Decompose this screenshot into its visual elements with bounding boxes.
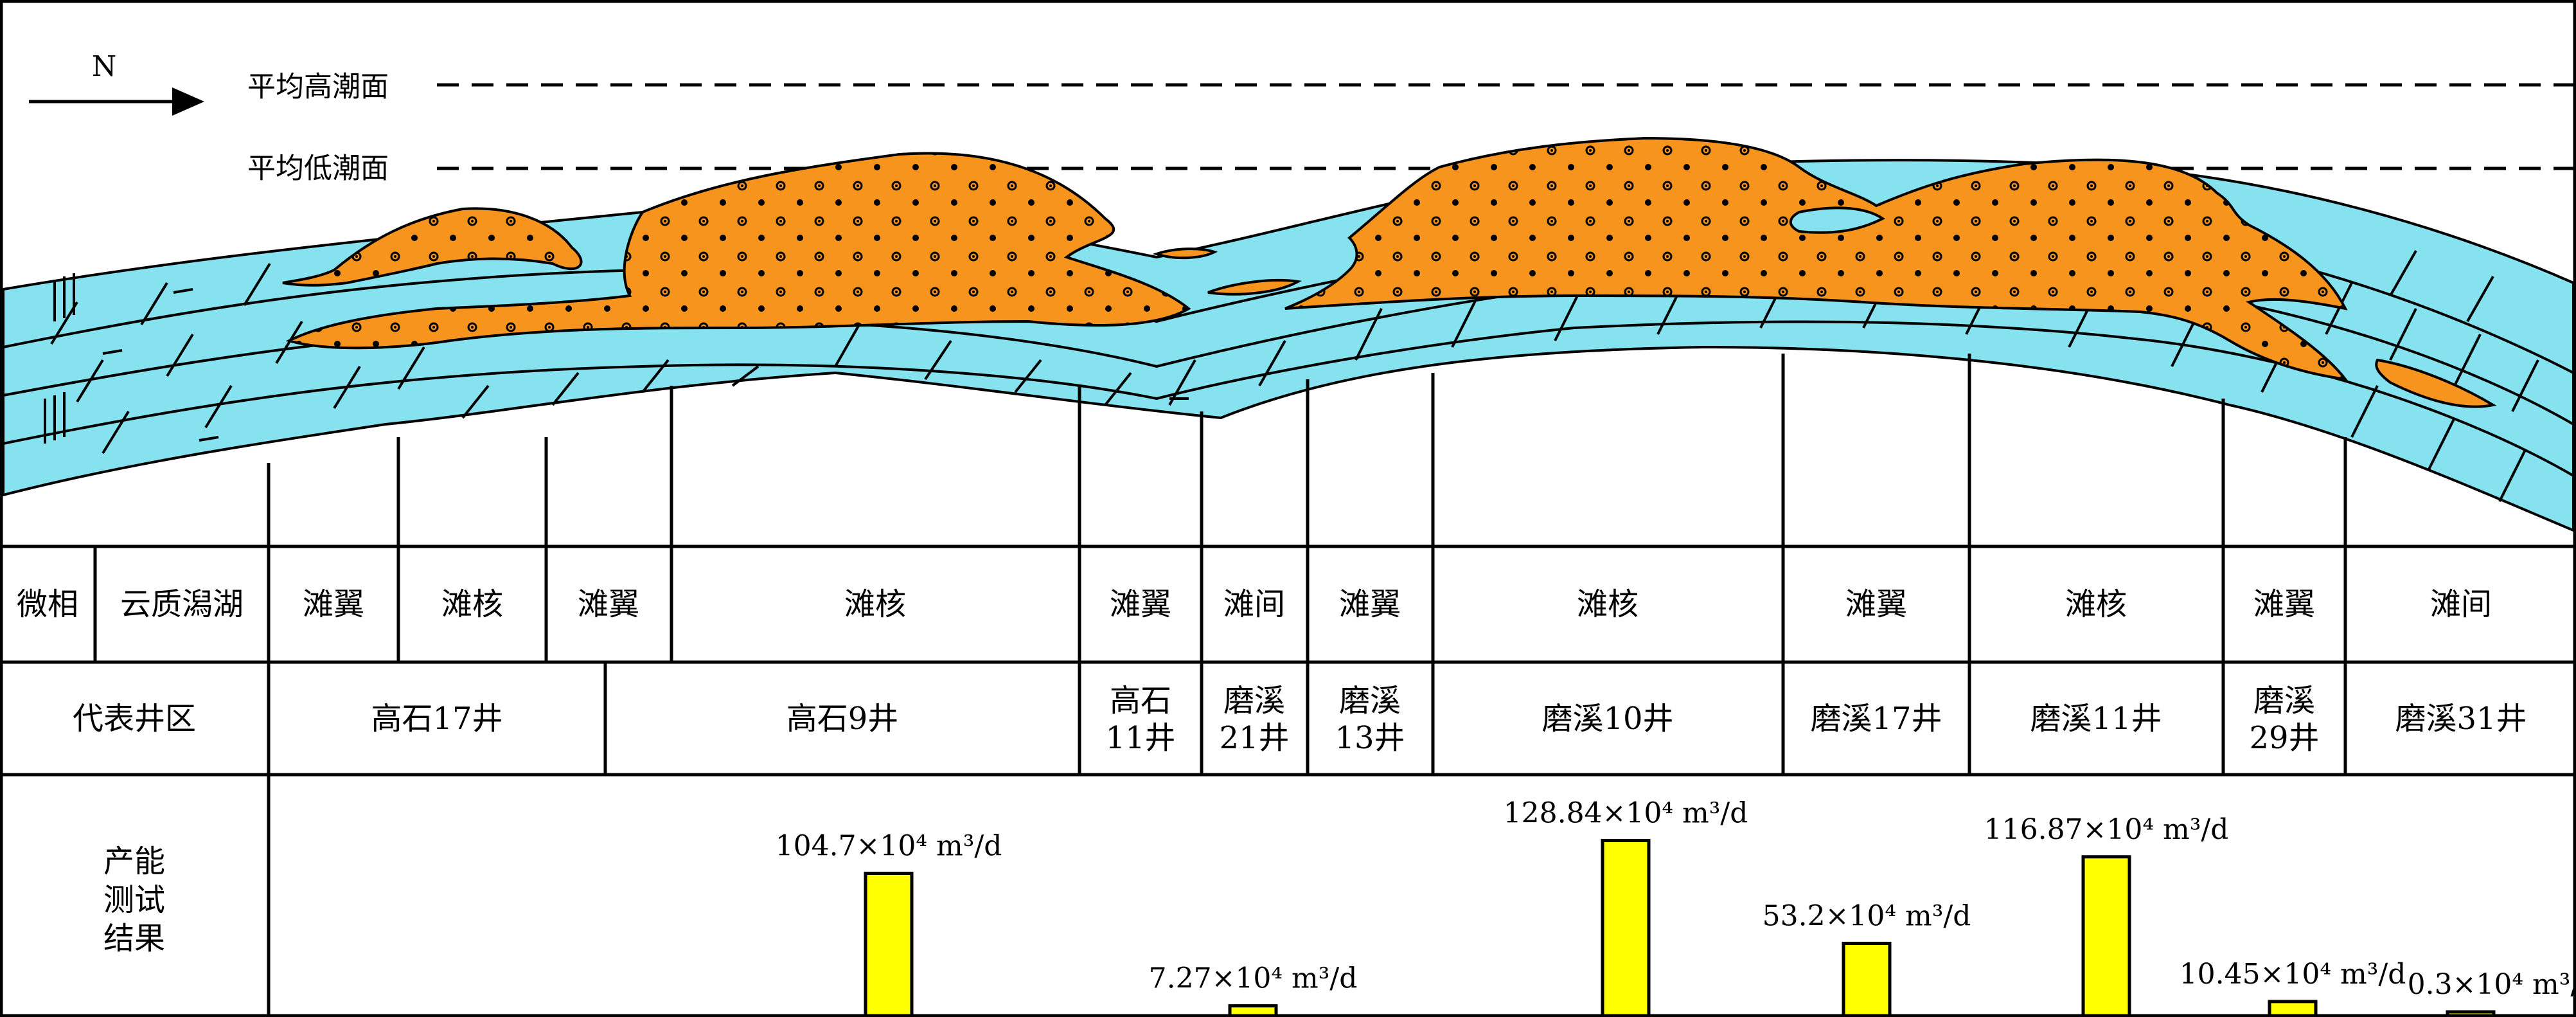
capacity-value-label: 104.7×10⁴ m³/d <box>776 830 1002 863</box>
capacity-bar-chart: 104.7×10⁴ m³/d 7.27×10⁴ m³/d 128.84×10⁴ m³… <box>776 797 2576 1017</box>
strata-line-3 <box>3 320 2575 477</box>
well-cell: 13井 <box>1335 720 1405 756</box>
facies-cell: 滩翼 <box>1845 586 1907 622</box>
facies-cell: 云质潟湖 <box>120 586 244 622</box>
facies-cell: 滩翼 <box>578 586 639 622</box>
capacity-bar <box>2081 855 2131 1017</box>
well-cell: 高石17井 <box>371 701 502 737</box>
capacity-header-line: 产能 <box>103 843 165 879</box>
well-cell: 磨溪 <box>1223 683 1285 719</box>
well-cell: 磨溪17井 <box>1810 701 1942 737</box>
facies-cell: 滩核 <box>844 586 906 622</box>
well-cell: 11井 <box>1105 720 1175 756</box>
facies-cell: 滩翼 <box>2253 586 2315 622</box>
well-row: 代表井区 高石17井 高石9井 高石 11井 磨溪 21井 磨溪 13井 磨溪1… <box>73 683 2527 756</box>
shoal-inner-lagoon <box>1789 206 1885 234</box>
capacity-value-label: 116.87×10⁴ m³/d <box>1984 813 2229 846</box>
capacity-bar <box>2268 1000 2318 1017</box>
capacity-value-label: 0.3×10⁴ m³/d <box>2408 968 2576 1001</box>
facies-header: 微相 <box>17 586 78 622</box>
facies-cell: 滩核 <box>1577 586 1639 622</box>
capacity-header-line: 测试 <box>103 882 165 918</box>
facies-cell: 滩翼 <box>303 586 364 622</box>
well-header: 代表井区 <box>73 701 196 737</box>
facies-cell: 滩翼 <box>1110 586 1171 622</box>
strata-ticks <box>44 273 75 444</box>
mean-low-tide-label: 平均低潮面 <box>247 152 389 185</box>
facies-cell: 滩核 <box>441 586 503 622</box>
north-label: N <box>92 50 117 83</box>
facies-table <box>0 354 2576 1017</box>
facies-row: 微相 云质潟湖 滩翼 滩核 滩翼 滩核 滩翼 滩间 滩翼 滩核 滩翼 滩核 滩翼… <box>17 586 2492 622</box>
well-cell: 磨溪31井 <box>2395 701 2527 737</box>
capacity-bar <box>1228 1004 1278 1017</box>
facies-cell: 滩翼 <box>1339 586 1401 622</box>
well-cell: 高石 <box>1110 683 1171 719</box>
oolitic-shoals <box>282 136 2497 408</box>
north-arrow: N <box>29 50 204 116</box>
well-cell: 磨溪11井 <box>2030 701 2162 737</box>
shoal-lens-1 <box>1152 248 1218 260</box>
well-cell: 21井 <box>1219 720 1289 756</box>
facies-cell: 滩间 <box>2430 586 2492 622</box>
well-cell: 磨溪10井 <box>1541 701 1673 737</box>
mean-high-tide-label: 平均高潮面 <box>247 71 389 104</box>
shoal-lens-3 <box>2375 358 2497 408</box>
facies-cell: 滩间 <box>1223 586 1285 622</box>
facies-cell: 滩核 <box>2065 586 2127 622</box>
well-cell: 29井 <box>2249 720 2319 756</box>
well-cell: 高石9井 <box>786 701 899 737</box>
capacity-header: 产能 测试 结果 <box>103 843 165 957</box>
capacity-bar <box>1601 838 1651 1017</box>
water-levels: 平均高潮面 平均低潮面 <box>247 71 2573 185</box>
well-cell: 磨溪 <box>1339 683 1401 719</box>
capacity-header-line: 结果 <box>103 921 165 957</box>
well-cell: 磨溪 <box>2253 683 2315 719</box>
capacity-value-label: 10.45×10⁴ m³/d <box>2180 958 2406 991</box>
capacity-bar <box>2446 1010 2496 1017</box>
capacity-value-label: 53.2×10⁴ m³/d <box>1763 899 1971 932</box>
capacity-bar <box>864 872 914 1017</box>
capacity-bar <box>1842 941 1892 1017</box>
shoal-lens-2 <box>1207 279 1302 296</box>
capacity-value-label: 7.27×10⁴ m³/d <box>1149 962 1358 995</box>
capacity-value-label: 128.84×10⁴ m³/d <box>1504 797 1748 829</box>
